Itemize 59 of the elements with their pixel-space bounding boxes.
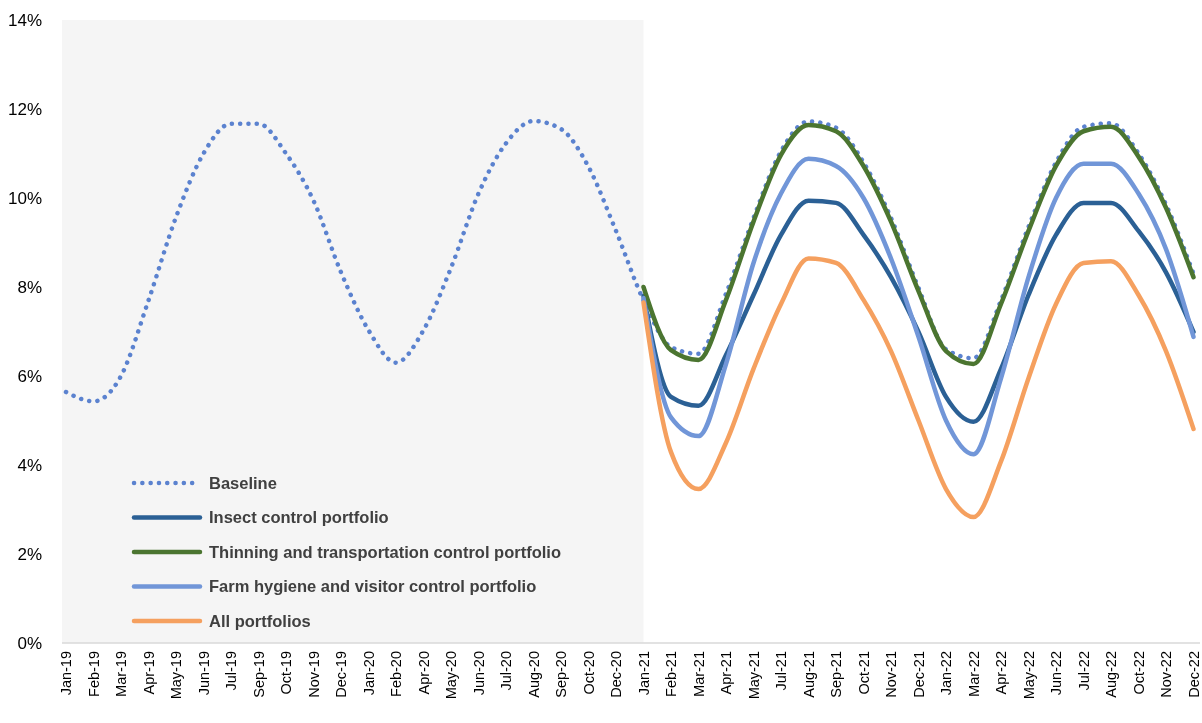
x-tick-label: Oct-20 xyxy=(580,651,597,695)
x-tick-label: Aug-20 xyxy=(525,651,542,698)
legend-label: All portfolios xyxy=(209,611,311,630)
x-tick-label: Jul-19 xyxy=(223,651,240,691)
legend-label: Thinning and transportation control portfolio xyxy=(209,542,561,561)
y-tick-label: 14% xyxy=(7,10,42,30)
legend-label: Farm hygiene and visitor control portfolio xyxy=(209,577,537,596)
x-tick-label: Oct-21 xyxy=(855,651,872,695)
x-tick-label: Dec-20 xyxy=(608,651,625,698)
x-tick-label: Mar-21 xyxy=(690,651,707,697)
x-tick-label: Sep-21 xyxy=(828,651,845,698)
x-tick-label: Apr-22 xyxy=(993,651,1010,695)
x-tick-label: Apr-19 xyxy=(140,651,157,695)
x-tick-label: Jul-22 xyxy=(1075,651,1092,691)
x-tick-label: Aug-21 xyxy=(800,651,817,698)
x-tick-label: May-21 xyxy=(745,651,762,700)
x-tick-label: Dec-19 xyxy=(333,651,350,698)
x-tick-label: Mar-19 xyxy=(113,651,130,697)
x-tick-label: Oct-19 xyxy=(278,651,295,695)
x-tick-label: Jul-21 xyxy=(773,651,790,691)
x-tick-label: Sep-20 xyxy=(553,651,570,698)
x-tick-label: Jun-19 xyxy=(195,651,212,696)
x-tick-label: Nov-22 xyxy=(1158,651,1175,698)
y-tick-label: 6% xyxy=(17,366,42,386)
x-tick-label: Sep-19 xyxy=(250,651,267,698)
line-series xyxy=(641,156,1196,457)
line-series xyxy=(641,256,1196,520)
y-tick-label: 4% xyxy=(17,455,42,475)
x-tick-label: Apr-21 xyxy=(718,651,735,695)
legend-label: Insect control portfolio xyxy=(209,508,389,527)
x-tick-label: Aug-22 xyxy=(1103,651,1120,698)
x-tick-label: Jul-20 xyxy=(498,651,515,691)
x-tick-label: May-20 xyxy=(443,651,460,700)
x-tick-label: Apr-20 xyxy=(415,651,432,695)
x-tick-label: Nov-19 xyxy=(305,651,322,698)
x-tick-label: Oct-22 xyxy=(1130,651,1147,695)
y-tick-label: 12% xyxy=(7,99,42,119)
y-tick-label: 10% xyxy=(7,188,42,208)
x-tick-label: Nov-21 xyxy=(883,651,900,698)
x-tick-label: Jun-22 xyxy=(1048,651,1065,696)
x-tick-label: Feb-19 xyxy=(85,651,102,697)
x-tick-label: Feb-21 xyxy=(663,651,680,697)
x-tick-label: Jan-19 xyxy=(58,651,75,696)
x-tick-label: Jan-21 xyxy=(635,651,652,696)
x-tick-label: Jun-20 xyxy=(470,651,487,696)
y-tick-label: 0% xyxy=(17,633,42,653)
x-tick-label: Jan-20 xyxy=(360,651,377,696)
x-tick-label: May-22 xyxy=(1020,651,1037,700)
x-tick-label: Mar-22 xyxy=(965,651,982,697)
y-tick-label: 2% xyxy=(17,544,42,564)
line-series xyxy=(641,122,1196,367)
legend-label: Baseline xyxy=(209,473,277,492)
x-tick-label: Dec-21 xyxy=(910,651,927,698)
x-tick-label: Dec-22 xyxy=(1185,651,1202,698)
line-series xyxy=(63,118,1196,404)
x-tick-label: Feb-20 xyxy=(388,651,405,697)
y-tick-label: 8% xyxy=(17,277,42,297)
x-tick-label: May-19 xyxy=(168,651,185,700)
x-tick-label: Jan-22 xyxy=(938,651,955,696)
